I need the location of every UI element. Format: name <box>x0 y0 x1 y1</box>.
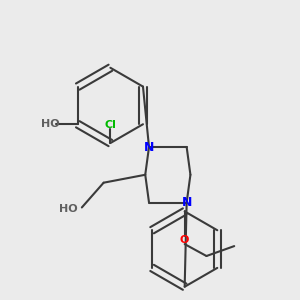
Text: Cl: Cl <box>104 120 116 130</box>
Text: HO: HO <box>41 119 59 129</box>
Text: O: O <box>180 235 189 245</box>
Text: HO: HO <box>59 204 77 214</box>
Text: N: N <box>144 140 154 154</box>
Text: N: N <box>182 196 192 209</box>
